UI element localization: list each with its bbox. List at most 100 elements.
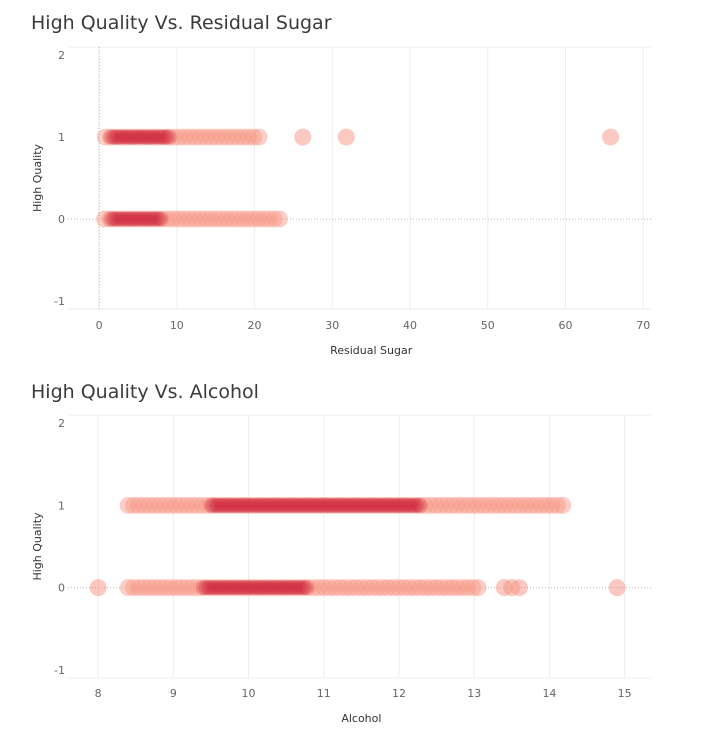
x-tick-label: 12: [392, 687, 406, 700]
data-point: [262, 580, 278, 596]
data-point: [117, 210, 135, 228]
data-point: [170, 210, 188, 228]
data-point: [235, 497, 251, 513]
x-axis-label: Alcohol: [341, 712, 381, 725]
data-point: [352, 496, 370, 514]
data-point: [342, 579, 360, 597]
data-point: [206, 497, 222, 513]
data-point: [236, 579, 254, 597]
data-point: [349, 497, 365, 513]
data-point: [602, 128, 620, 146]
data-point: [162, 579, 180, 597]
data-point: [143, 129, 159, 145]
data-point: [402, 497, 418, 513]
data-point: [121, 129, 137, 145]
data-point: [181, 128, 199, 146]
data-point: [145, 129, 161, 145]
data-point: [490, 496, 508, 514]
data-point: [106, 210, 124, 228]
scatter-plot-0: 0 10 20 30 40 50 60 70 -1 0 1 2 Residual Sugar High Q…: [31, 46, 651, 357]
data-point: [108, 129, 124, 145]
data-point: [239, 128, 257, 146]
data-point: [336, 496, 354, 514]
data-point: [113, 211, 129, 227]
data-point: [198, 580, 214, 596]
data-point: [320, 497, 336, 513]
data-point: [309, 497, 325, 513]
data-point: [177, 496, 195, 514]
data-point: [177, 579, 195, 597]
data-point: [245, 128, 263, 146]
data-point: [464, 579, 482, 597]
data-point: [407, 497, 423, 513]
y-tick-label: 1: [58, 131, 65, 144]
data-point: [228, 210, 246, 228]
data-point: [243, 580, 259, 596]
data-point: [305, 496, 323, 514]
x-tick-label: 15: [618, 687, 632, 700]
data-point: [310, 496, 328, 514]
data-point: [405, 579, 423, 597]
data-point: [267, 497, 283, 513]
data-point: [331, 579, 349, 597]
data-point: [388, 497, 404, 513]
data-point: [149, 128, 167, 146]
data-point: [183, 579, 201, 597]
data-point: [229, 497, 245, 513]
data-point: [374, 496, 392, 514]
data-point: [296, 497, 312, 513]
data-point: [138, 210, 156, 228]
data-point: [317, 497, 333, 513]
data-point: [288, 580, 304, 596]
data-point: [217, 210, 235, 228]
data-point: [140, 129, 156, 145]
data-point: [116, 211, 132, 227]
data-point: [464, 496, 482, 514]
data-point: [111, 210, 129, 228]
data-point: [359, 497, 375, 513]
data-point: [253, 497, 269, 513]
data-point: [239, 210, 257, 228]
data-point: [234, 128, 252, 146]
data-point: [373, 497, 389, 513]
data-point: [135, 579, 153, 597]
x-tick-label: 20: [248, 319, 262, 332]
data-point: [421, 579, 439, 597]
data-point: [119, 496, 137, 514]
data-point: [273, 496, 291, 514]
data-point: [282, 497, 298, 513]
data-point: [257, 579, 275, 597]
data-point: [278, 496, 296, 514]
y-tick-label: 2: [58, 49, 65, 62]
data-point: [233, 580, 249, 596]
data-point: [204, 496, 222, 514]
data-point: [251, 497, 267, 513]
data-point: [480, 496, 498, 514]
data-point: [127, 210, 145, 228]
data-point: [105, 211, 121, 227]
data-point: [368, 579, 386, 597]
data-point: [212, 210, 230, 228]
data-point: [153, 211, 169, 227]
data-point: [363, 579, 381, 597]
x-tick-label: 13: [467, 687, 481, 700]
data-point: [96, 128, 114, 146]
data-point: [289, 496, 307, 514]
data-point: [111, 129, 127, 145]
data-point: [379, 579, 397, 597]
data-point: [183, 496, 201, 514]
data-point: [204, 579, 222, 597]
data-point: [262, 579, 280, 597]
data-point: [294, 128, 312, 146]
data-point: [354, 497, 370, 513]
data-point: [383, 497, 399, 513]
data-point: [270, 210, 288, 228]
data-point: [111, 211, 127, 227]
y-tick-label: -1: [54, 295, 65, 308]
x-tick-label: 70: [636, 319, 650, 332]
data-point: [235, 580, 251, 596]
y-tick-label: 1: [58, 499, 65, 512]
data-point: [442, 579, 460, 597]
data-point: [437, 496, 455, 514]
data-point: [213, 128, 231, 146]
